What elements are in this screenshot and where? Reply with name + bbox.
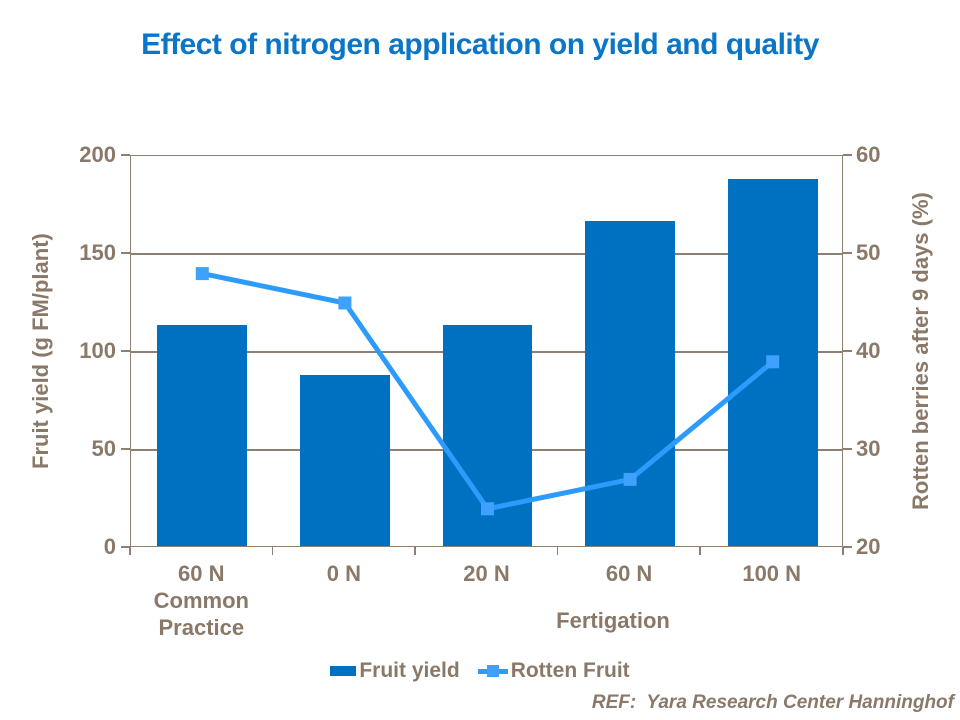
bar-60-n <box>585 220 675 546</box>
reference-text: REF: Yara Research Center Hanninghof <box>591 692 954 713</box>
left-axis-tick-label: 150 <box>79 240 116 265</box>
left-tick <box>121 546 130 548</box>
x-axis-tick <box>271 547 274 555</box>
legend-label: Rotten Fruit <box>510 659 630 682</box>
right-axis-tick-label: 50 <box>856 240 881 265</box>
right-axis-tick-label: 40 <box>856 338 881 363</box>
left-tick <box>121 350 130 352</box>
legend: Fruit yield Rotten Fruit <box>0 658 960 684</box>
x-axis-tick <box>414 547 416 555</box>
line-marker <box>338 296 352 310</box>
right-axis-tick-label: 30 <box>856 436 881 461</box>
left-tick <box>121 154 130 156</box>
legend-item-rotten-fruit: Rotten Fruit <box>477 659 630 683</box>
bar-100-n <box>727 179 818 546</box>
left-axis-tick-label: 0 <box>103 534 116 559</box>
x-category-label: 60 N Common Practice <box>153 561 249 640</box>
left-axis-tick-label: 100 <box>79 338 116 363</box>
bar-swatch-icon <box>330 666 357 676</box>
right-tick <box>843 350 852 352</box>
chart-title: Effect of nitrogen application on yield … <box>141 28 819 61</box>
line-marker-swatch-icon <box>477 664 508 678</box>
x-category-label: 60 N <box>605 561 653 586</box>
left-tick <box>121 448 130 450</box>
line-marker <box>195 267 209 281</box>
x-axis-tick <box>842 547 844 555</box>
x-axis-tick <box>699 547 701 555</box>
right-tick <box>843 252 852 254</box>
x-axis-tick <box>129 547 131 555</box>
bar-60-n-common-practice <box>157 324 248 546</box>
gridline <box>131 253 842 255</box>
bar-20-n <box>442 324 533 546</box>
legend-label: Fruit yield <box>359 659 460 682</box>
x-category-label: 0 N <box>326 561 362 586</box>
left-axis-tick-label: 50 <box>91 436 116 461</box>
right-tick <box>843 154 852 156</box>
left-tick <box>121 252 130 254</box>
right-axis-tick-label: 20 <box>856 534 881 559</box>
x-category-label: 20 N <box>463 561 510 586</box>
left-axis-tick-label: 200 <box>79 142 116 167</box>
x-axis-tick <box>556 547 559 555</box>
bar-0-n <box>299 375 390 546</box>
right-tick <box>843 448 852 450</box>
left-axis-title: Fruit yield (g FM/plant) <box>28 233 53 469</box>
legend-item-fruit-yield: Fruit yield <box>330 659 460 683</box>
x-group-label: Fertigation <box>556 608 670 633</box>
x-category-label: 100 N <box>742 561 802 586</box>
right-axis-tick-label: 60 <box>856 142 881 167</box>
right-tick <box>843 546 852 548</box>
plot-area <box>130 155 843 547</box>
